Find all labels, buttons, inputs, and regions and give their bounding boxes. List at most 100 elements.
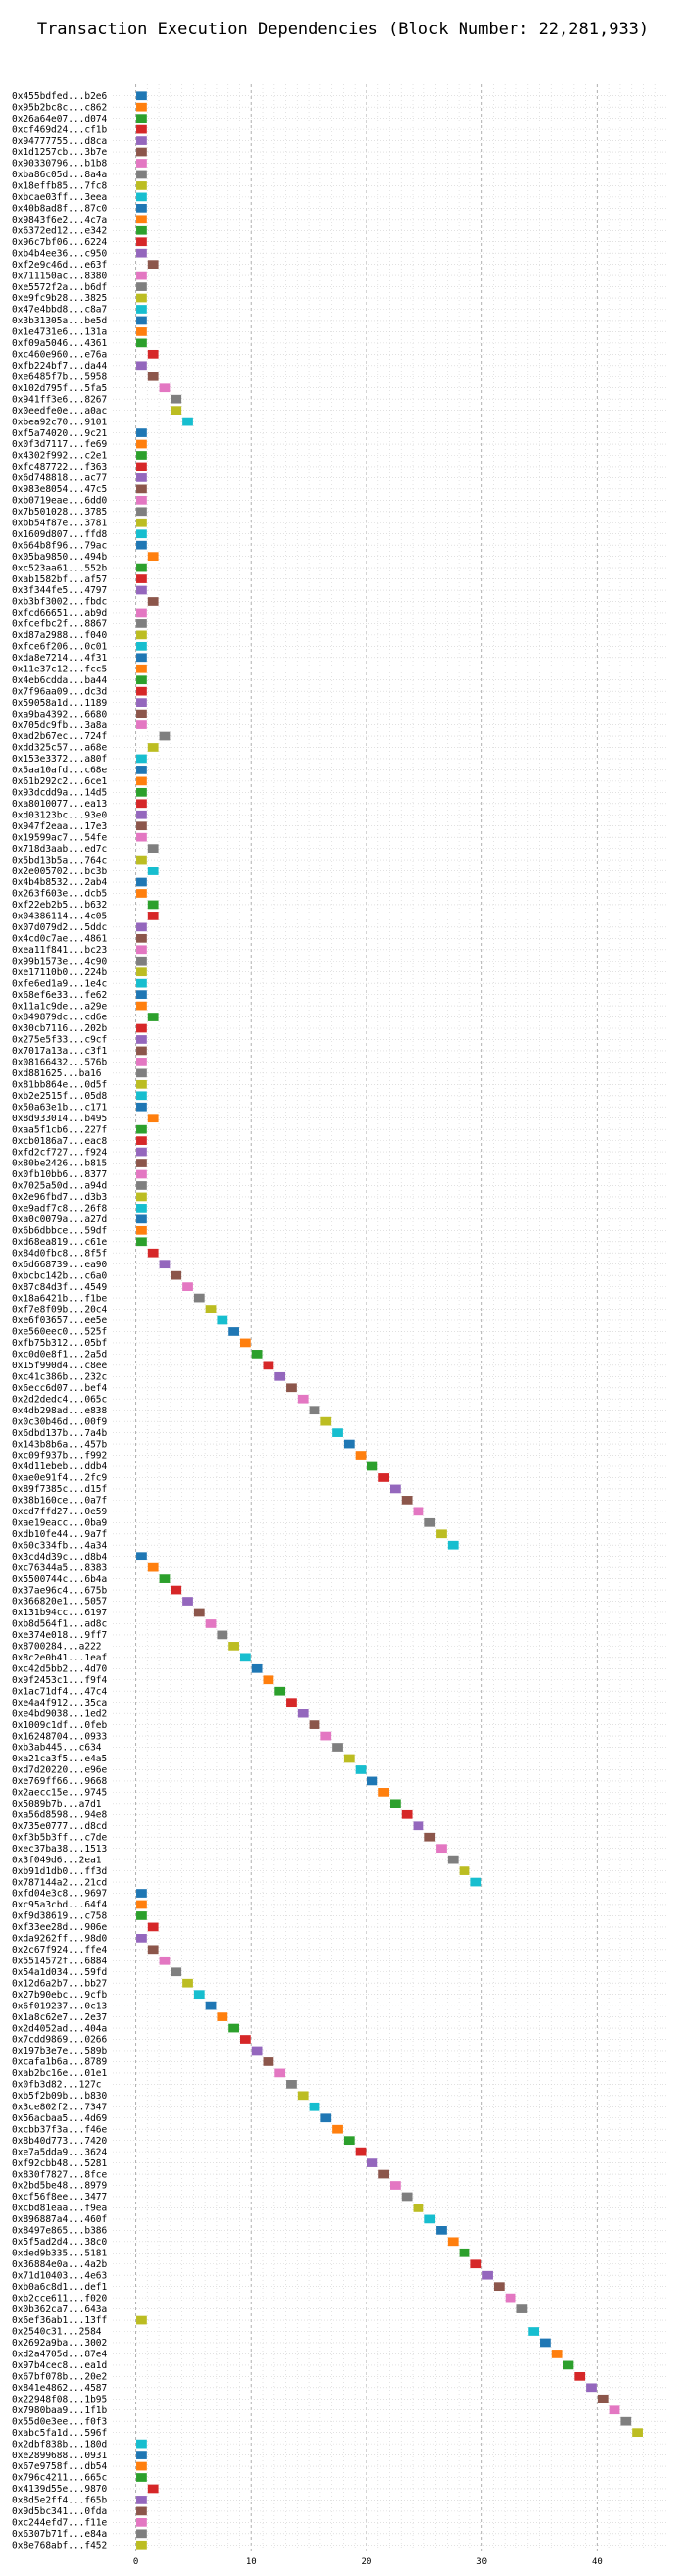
transaction-label: 0x4302f992...c2e1 (12, 451, 108, 462)
transaction-label: 0xf5a74020...9c21 (12, 428, 108, 439)
x-tick-label: 40 (592, 2557, 603, 2567)
execution-bar (251, 2046, 263, 2056)
transaction-label: 0xd7d20220...e96e (12, 1765, 108, 1776)
transaction-label: 0x0fb10bb6...8377 (12, 1169, 107, 1180)
transaction-label: 0xe4bd9038...1ed2 (12, 1709, 107, 1719)
execution-bar (378, 2169, 389, 2179)
transaction-label: 0xe17110b0...224b (12, 967, 108, 978)
execution-bar (263, 1361, 274, 1370)
execution-bar (136, 855, 147, 865)
execution-bar (436, 1844, 447, 1854)
execution-bar (136, 709, 147, 718)
execution-bar (413, 1821, 424, 1831)
execution-bar (136, 147, 147, 157)
transaction-label: 0x0f3d7117...fe69 (12, 439, 108, 450)
transaction-label: 0x68ef6e33...fe62 (12, 990, 107, 1001)
execution-bar (251, 1350, 263, 1359)
execution-bar (147, 552, 159, 561)
transaction-label: 0xf2e9c46d...e63f (12, 260, 107, 271)
transaction-label: 0x6307b71f...e84a (12, 2529, 107, 2540)
transaction-label: 0x941ff3e6...8267 (12, 394, 107, 405)
transaction-label: 0x5bd13b5a...764c (12, 855, 107, 866)
transaction-label: 0x56acbaa5...4d69 (12, 2113, 108, 2124)
execution-bar (136, 956, 147, 966)
transaction-label: 0x6d668739...ea90 (12, 1260, 108, 1270)
transaction-label: 0x3cd4d39c...d8b4 (12, 1552, 108, 1562)
transaction-label: 0xcb0186a7...eac8 (12, 1136, 108, 1147)
transaction-label: 0x947f2eaa...17e3 (12, 821, 107, 832)
transaction-label: 0x143b8b6a...457b (12, 1439, 108, 1450)
execution-bar (332, 2124, 343, 2134)
execution-bar (182, 417, 193, 426)
execution-bar (136, 1900, 147, 1909)
execution-bar (136, 1147, 147, 1157)
execution-bar (574, 2371, 586, 2381)
transaction-label: 0xbcbc142b...c6a0 (12, 1270, 108, 1281)
execution-bar (390, 2181, 401, 2190)
transaction-label: 0xded9b335...5181 (12, 2248, 108, 2258)
execution-bar (320, 2113, 332, 2123)
transaction-label: 0x9f2453c1...f9f4 (12, 1675, 108, 1686)
execution-bar (597, 2394, 609, 2403)
execution-bar (136, 1159, 147, 1167)
transaction-label: 0xcbb37f3a...f46e (12, 2124, 108, 2135)
transaction-label: 0x80be2426...b815 (12, 1159, 107, 1169)
execution-bar (159, 383, 171, 393)
execution-bar (136, 799, 147, 809)
transaction-label: 0xae0e91f4...2fc9 (12, 1473, 108, 1484)
execution-bar (136, 203, 147, 213)
transaction-label: 0xdd325c57...a68e (12, 743, 108, 754)
execution-bar (136, 1911, 147, 1920)
execution-bar (401, 1809, 413, 1819)
execution-bar (136, 102, 147, 112)
transaction-label: 0x735e0777...d8cd (12, 1821, 107, 1832)
execution-bar (355, 2147, 367, 2156)
transaction-label: 0x95b2bc8c...c862 (12, 102, 107, 113)
transaction-label: 0xda8e7214...4f31 (12, 653, 108, 664)
execution-bar (136, 428, 147, 437)
transaction-label: 0xe560eec0...525f (12, 1327, 107, 1338)
execution-bar (136, 473, 147, 482)
execution-bar (136, 462, 147, 471)
execution-bar (136, 484, 147, 494)
transaction-label: 0x71d10403...4e63 (12, 2270, 107, 2281)
transaction-label: 0x664b8f96...79ac (12, 540, 107, 551)
execution-bar (343, 1754, 355, 1763)
execution-bar (413, 2204, 424, 2212)
execution-bar (447, 1855, 459, 1864)
transaction-label: 0x90330796...b1b8 (12, 159, 108, 170)
execution-bar (136, 619, 147, 628)
transaction-label: 0x2e005702...bc3b (12, 867, 108, 877)
transaction-label: 0xb5f2b09b...b830 (12, 2091, 108, 2102)
transaction-label: 0xd03123bc...93e0 (12, 810, 108, 820)
transaction-label: 0xc460e960...e76a (12, 350, 107, 361)
transaction-label: 0x5514572f...6884 (12, 1956, 108, 1966)
execution-bar (136, 630, 147, 640)
execution-bar (147, 1114, 159, 1123)
transaction-label: 0x4cd0c7ae...4861 (12, 934, 108, 945)
transaction-label: 0xab2bc16e...01e1 (12, 2068, 108, 2079)
transaction-label: 0xbcae03ff...3eea (12, 192, 107, 203)
execution-bar (136, 2517, 147, 2527)
transaction-label: 0x0b362ca7...643a (12, 2304, 107, 2315)
execution-bar (390, 1484, 401, 1494)
execution-bar (147, 912, 159, 920)
execution-bar (274, 2068, 286, 2078)
execution-bar (309, 1720, 320, 1729)
execution-bar (136, 518, 147, 527)
transaction-label: 0x89f7385c...d15f (12, 1484, 107, 1495)
transaction-label: 0xb2e2515f...05d8 (12, 1091, 108, 1102)
execution-bar (217, 2012, 228, 2021)
transaction-label: 0x19599ac7...54fe (12, 832, 108, 843)
transaction-label: 0x1e4731e6...131a (12, 327, 107, 338)
execution-bar (182, 1597, 193, 1606)
execution-bar (136, 720, 147, 729)
transaction-label: 0x2540c31...2584 (12, 2327, 102, 2338)
transaction-label: 0x366820e1...5057 (12, 1597, 107, 1608)
execution-bar (309, 1406, 320, 1415)
execution-bar (297, 2091, 309, 2101)
transaction-label: 0x2bd5be48...8979 (12, 2181, 108, 2192)
execution-bar (136, 1102, 147, 1112)
transaction-label: 0xb2cce611...f020 (12, 2293, 108, 2304)
